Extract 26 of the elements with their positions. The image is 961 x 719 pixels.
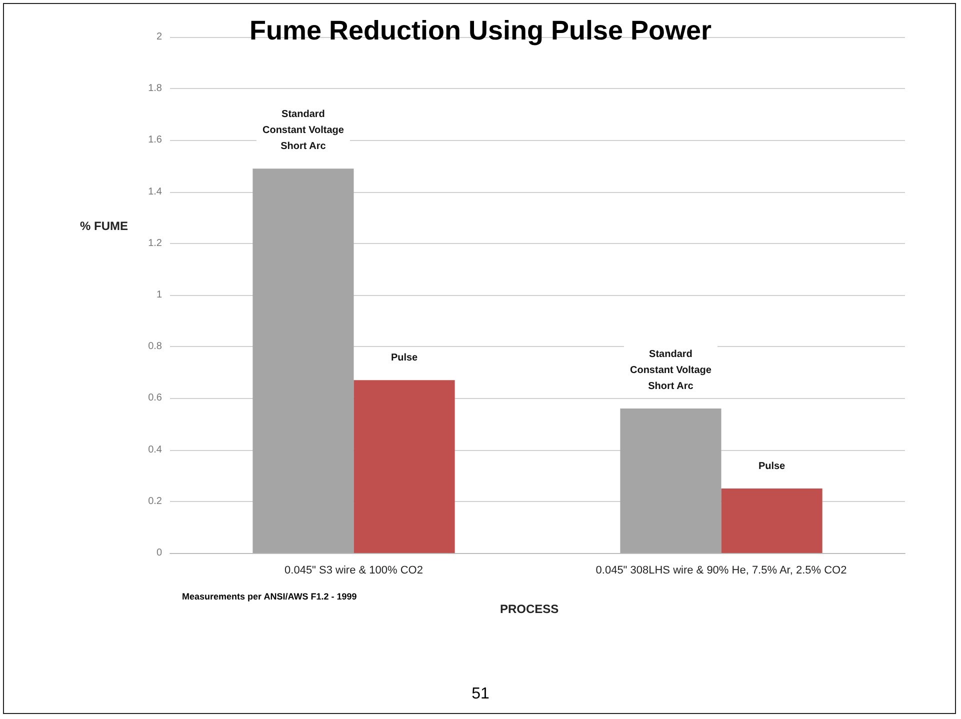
y-tick-label: 1.2 — [148, 238, 162, 249]
bar — [620, 408, 722, 553]
text: 51 — [472, 686, 490, 702]
y-tick-label: 0.4 — [148, 444, 162, 456]
y-tick-label: 1 — [156, 290, 162, 300]
bar — [721, 488, 822, 553]
x-axis-title: PROCESS — [500, 602, 559, 616]
annotation: Pulse — [390, 352, 418, 364]
y-tick-label: 0.2 — [148, 496, 162, 507]
annotation: Pulse — [758, 461, 786, 472]
y-tick-label: 0.6 — [148, 392, 162, 404]
y-tick-label: 1.4 — [148, 186, 162, 198]
y-tick-label: 2 — [156, 32, 162, 42]
y-tick-label: 1.6 — [148, 134, 162, 146]
annotation: Standard Constant Voltage Short Arc — [630, 349, 712, 392]
y-axis-title: % FUME — [80, 219, 128, 233]
y-tick-label: 0 — [156, 548, 162, 558]
x-tick-label: 0.045" 308LHS wire & 90% He, 7.5% Ar, 2.5% CO2 — [596, 564, 847, 576]
text: Measurements per ANSI/AWS F1.2 - 1999 — [182, 592, 357, 602]
bar — [252, 168, 354, 553]
y-tick-label: 1.8 — [148, 83, 162, 94]
y-tick-label: 0.8 — [148, 341, 162, 352]
annotation: Standard Constant Voltage Short Arc — [262, 109, 344, 152]
x-tick-label: 0.045" S3 wire & 100% CO2 — [284, 564, 423, 576]
bar — [354, 380, 455, 553]
chart-title: Fume Reduction Using Pulse Power — [249, 16, 712, 46]
